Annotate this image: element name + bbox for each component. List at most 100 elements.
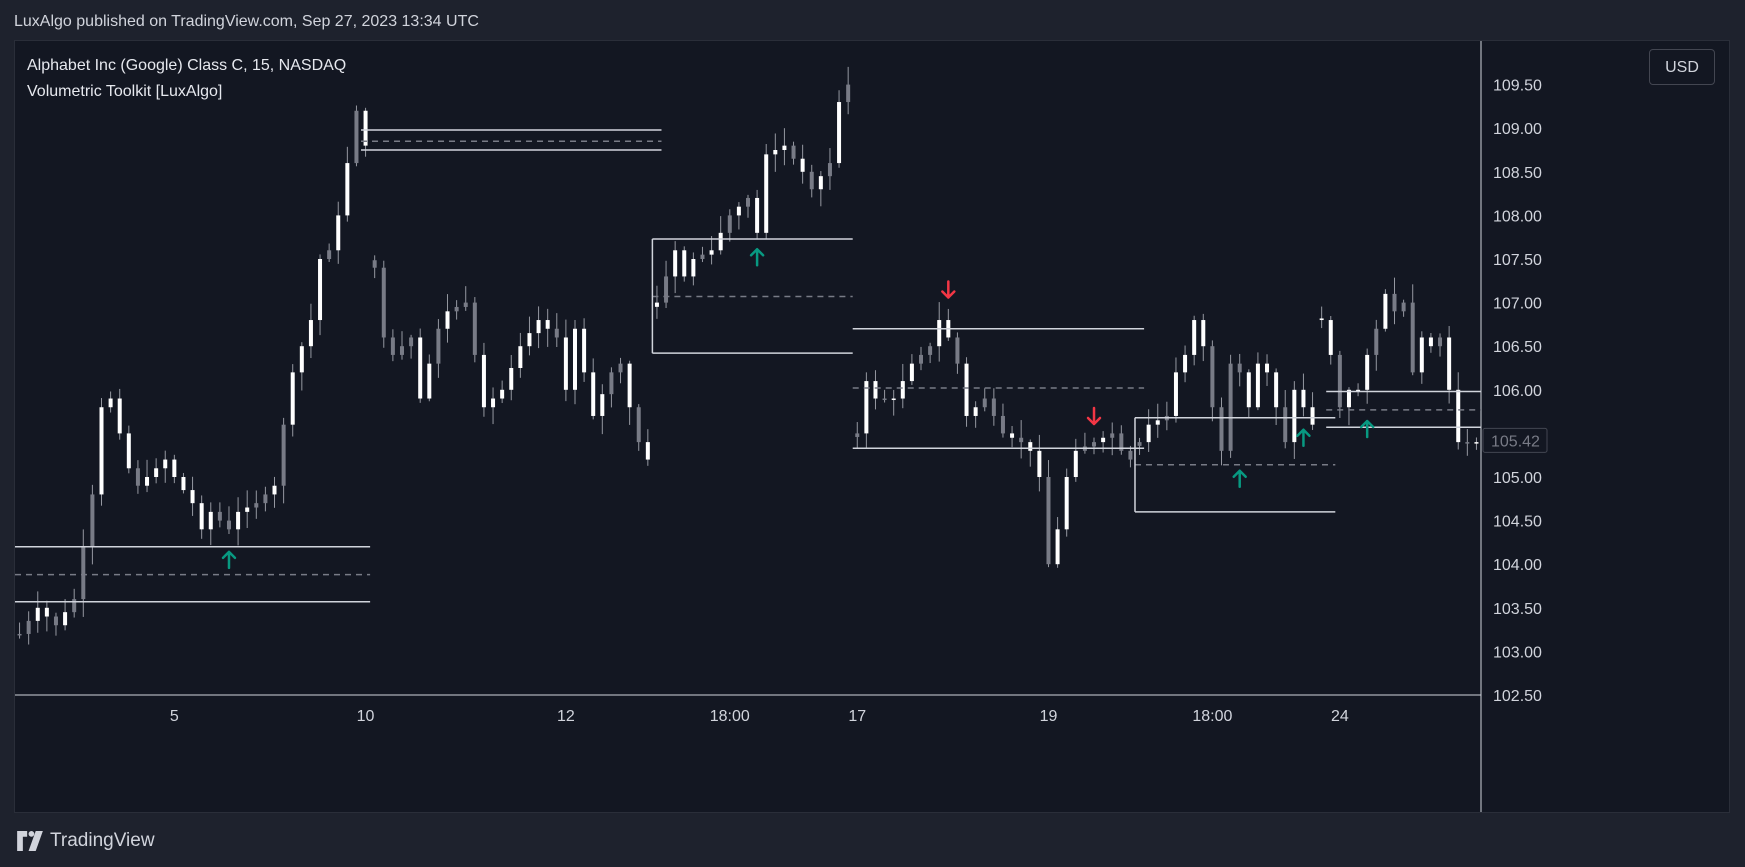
candle-body (336, 215, 341, 251)
candle-body (1283, 407, 1288, 443)
candle-body (509, 368, 514, 390)
candle-body (1428, 337, 1433, 347)
candle-body (645, 442, 650, 460)
candle-body (582, 328, 587, 373)
candle-body (636, 407, 641, 443)
candle-body (782, 145, 787, 150)
up-arrow-icon (1232, 469, 1247, 488)
chart-legend: Alphabet Inc (Google) Class C, 15, NASDA… (27, 53, 346, 105)
candle-body (226, 520, 231, 530)
candle-body (1073, 450, 1078, 477)
price-tick-label: 107.00 (1493, 296, 1542, 313)
candle-body (909, 363, 914, 382)
candle-body (518, 346, 523, 368)
candle-body (481, 354, 486, 408)
candle-body (591, 372, 596, 416)
candle-body (609, 372, 614, 395)
candle-body (181, 477, 186, 491)
price-tick-label: 104.50 (1493, 514, 1542, 531)
candle-body (427, 363, 432, 399)
currency-button[interactable]: USD (1649, 49, 1715, 85)
candle-body (90, 494, 95, 547)
candle-body (1173, 372, 1178, 416)
candle-body (1319, 318, 1324, 321)
candle-body (1128, 450, 1133, 460)
candle-body (1092, 442, 1097, 447)
candle-body (245, 507, 250, 512)
candle-body (536, 320, 541, 334)
candle-body (26, 620, 31, 634)
candle-body (991, 398, 996, 416)
candle-body (736, 206, 741, 216)
candle-body (545, 320, 550, 329)
candle-body (108, 398, 113, 408)
tradingview-brand[interactable]: TradingView (50, 830, 155, 851)
footer-brand: TradingView (14, 826, 155, 856)
candle-body (1046, 477, 1051, 565)
top-bar: LuxAlgo published on TradingView.com, Se… (0, 0, 1745, 40)
indicator-title[interactable]: Volumetric Toolkit [LuxAlgo] (27, 83, 223, 100)
candle-body (272, 485, 277, 495)
candle-body (163, 459, 168, 469)
candle-body (955, 337, 960, 364)
chart-panel[interactable]: 109.50 109.00 108.50 108.00 107.50 107.00 106.… (14, 40, 1730, 813)
candle-body (263, 494, 268, 504)
candle-body (1337, 354, 1342, 408)
candle-body (1137, 442, 1142, 446)
candle-body (399, 346, 404, 355)
up-arrow-icon (749, 248, 765, 267)
time-tick-label: 18:00 (1192, 708, 1232, 725)
candle-body (1000, 415, 1005, 434)
time-tick-label: 12 (557, 708, 575, 725)
candle-body (327, 250, 332, 259)
candle-body (1055, 529, 1060, 565)
candle-body (791, 145, 796, 159)
candle-body (44, 607, 49, 617)
candle-body (855, 433, 860, 437)
candle-body (1201, 320, 1206, 347)
candle-body (1392, 293, 1397, 312)
candle-body (1146, 424, 1151, 443)
candle-body (1447, 337, 1452, 390)
candle-body (800, 158, 805, 172)
candle-body (436, 328, 441, 364)
candle-body (1265, 363, 1270, 373)
candle-body (1456, 389, 1461, 443)
candle-body (1310, 407, 1315, 425)
candle-body (673, 250, 678, 277)
candle-body (755, 197, 760, 233)
candle-body (1192, 320, 1197, 355)
candle-body (818, 176, 823, 190)
candle-body (928, 346, 933, 355)
candle-body (1019, 437, 1024, 443)
candle-body (973, 407, 978, 416)
candle-body (1274, 372, 1279, 408)
candle-body (1255, 363, 1260, 408)
candle-body (864, 381, 869, 434)
candle-body (99, 407, 104, 495)
price-chart[interactable]: 109.50 109.00 108.50 108.00 107.50 107.00 106.… (15, 41, 1729, 812)
candle-body (208, 511, 213, 530)
candle-body (891, 398, 896, 401)
tradingview-logo-icon (17, 831, 43, 851)
candle-body (1183, 354, 1188, 373)
candle-body (454, 306, 459, 312)
price-tick-label: 109.00 (1493, 121, 1542, 138)
candle-body (1465, 442, 1470, 444)
price-tick-label: 108.50 (1493, 165, 1542, 182)
candle-body (254, 503, 259, 508)
candle-body (846, 84, 851, 103)
last-price-label: 105.42 (1491, 433, 1540, 450)
candle-body (982, 398, 987, 408)
candle-body (53, 616, 58, 626)
candle-body (882, 398, 887, 401)
candle-body (126, 433, 131, 469)
candle-body (964, 363, 969, 416)
candle-body (873, 381, 878, 399)
candle-body (354, 110, 359, 164)
symbol-title[interactable]: Alphabet Inc (Google) Class C, 15, NASDA… (27, 57, 347, 74)
candle-body (554, 328, 559, 338)
candle-body (1419, 337, 1424, 373)
candle-body (1155, 420, 1160, 425)
candle-body (827, 163, 832, 177)
